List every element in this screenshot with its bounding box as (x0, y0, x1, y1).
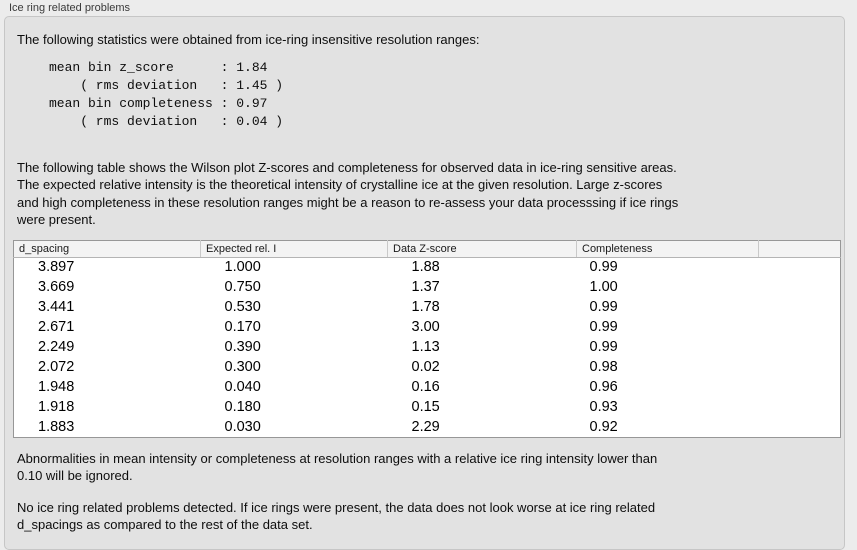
conclusion-text: No ice ring related problems detected. I… (17, 499, 656, 533)
stats-intro-text: The following statistics were obtained f… (17, 32, 480, 47)
table-cell: 0.15 (411, 399, 440, 415)
table-cell: 1.78 (411, 299, 440, 315)
header-cell-completeness[interactable]: Completeness (576, 240, 759, 258)
table-row[interactable]: 1.883 0.030 2.29 0.92 (14, 417, 841, 437)
table-cell: 1.918 (38, 399, 75, 415)
table-cell: 0.300 (224, 359, 261, 375)
ignore-note-text: Abnormalities in mean intensity or compl… (17, 450, 658, 484)
table-cell: 1.948 (38, 379, 75, 395)
stats-block: mean bin z_score : 1.84 ( rms deviation … (49, 59, 284, 129)
table-row[interactable]: 1.948 0.040 0.16 0.96 (14, 377, 841, 397)
table-cell (759, 337, 841, 357)
table-description-text: The following table shows the Wilson plo… (17, 159, 679, 228)
table-cell: 1.37 (411, 279, 440, 295)
table-cell: 1.000 (224, 259, 261, 276)
table-cell: 3.897 (38, 259, 75, 276)
header-cell-expected-rel-i[interactable]: Expected rel. I (200, 240, 388, 258)
table-cell: 0.99 (589, 319, 618, 335)
table-cell: 1.13 (411, 339, 440, 355)
ice-ring-table-container: d_spacing Expected rel. I Data Z-score C… (13, 239, 841, 438)
table-row[interactable]: 3.669 0.750 1.37 1.00 (14, 277, 841, 297)
header-cell-empty (758, 240, 841, 258)
table-cell (759, 397, 841, 417)
table-cell: 2.249 (38, 339, 75, 355)
table-row[interactable]: 3.897 1.000 1.88 0.99 (14, 257, 841, 277)
table-cell: 0.98 (589, 359, 618, 375)
table-cell (759, 317, 841, 337)
table-cell: 0.180 (224, 399, 261, 415)
table-cell (759, 357, 841, 377)
table-cell: 0.030 (224, 418, 261, 435)
table-cell: 3.669 (38, 279, 75, 295)
table-header: d_spacing Expected rel. I Data Z-score C… (13, 240, 841, 258)
table-cell: 0.170 (224, 319, 261, 335)
table-cell: 0.96 (589, 379, 618, 395)
table-row[interactable]: 2.671 0.170 3.00 0.99 (14, 317, 841, 337)
group-box-title: Ice ring related problems (9, 2, 131, 14)
table-cell: 0.99 (589, 259, 618, 276)
ice-ring-table-body: 3.897 1.000 1.88 0.99 3.669 0.750 1.37 1.00 3.44… (14, 257, 841, 437)
table-cell: 0.040 (224, 379, 261, 395)
table-cell: 0.02 (411, 359, 440, 375)
table-cell: 0.530 (224, 299, 261, 315)
table-cell: 1.88 (411, 259, 440, 276)
table-row[interactable]: 1.918 0.180 0.15 0.93 (14, 397, 841, 417)
ice-ring-table[interactable]: d_spacing Expected rel. I Data Z-score C… (13, 239, 841, 438)
table-cell: 2.072 (38, 359, 75, 375)
table-row[interactable]: 2.072 0.300 0.02 0.98 (14, 357, 841, 377)
table-row[interactable]: 2.249 0.390 1.13 0.99 (14, 337, 841, 357)
table-row[interactable]: 3.441 0.530 1.78 0.99 (14, 297, 841, 317)
table-cell: 0.99 (589, 339, 618, 355)
table-cell: 1.883 (38, 418, 75, 435)
table-cell: 2.29 (411, 418, 440, 435)
table-cell (759, 257, 841, 277)
table-cell: 1.00 (589, 279, 618, 295)
table-cell (759, 297, 841, 317)
table-cell: 0.16 (411, 379, 440, 395)
table-cell: 0.99 (589, 299, 618, 315)
header-cell-data-z-score[interactable]: Data Z-score (387, 240, 577, 258)
table-cell: 0.750 (224, 279, 261, 295)
table-cell: 2.671 (38, 319, 75, 335)
table-cell: 0.92 (589, 418, 618, 435)
table-cell: 3.441 (38, 299, 75, 315)
table-cell (759, 377, 841, 397)
table-header-row: d_spacing Expected rel. I Data Z-score C… (13, 240, 841, 258)
ice-ring-panel: The following statistics were obtained f… (4, 16, 845, 550)
panel-content: The following statistics were obtained f… (5, 17, 844, 534)
table-cell (759, 417, 841, 437)
table-cell: 0.390 (224, 339, 261, 355)
table-cell: 0.93 (589, 399, 618, 415)
table-cell (759, 277, 841, 297)
table-cell: 3.00 (411, 319, 440, 335)
header-cell-d-spacing[interactable]: d_spacing (13, 240, 201, 258)
